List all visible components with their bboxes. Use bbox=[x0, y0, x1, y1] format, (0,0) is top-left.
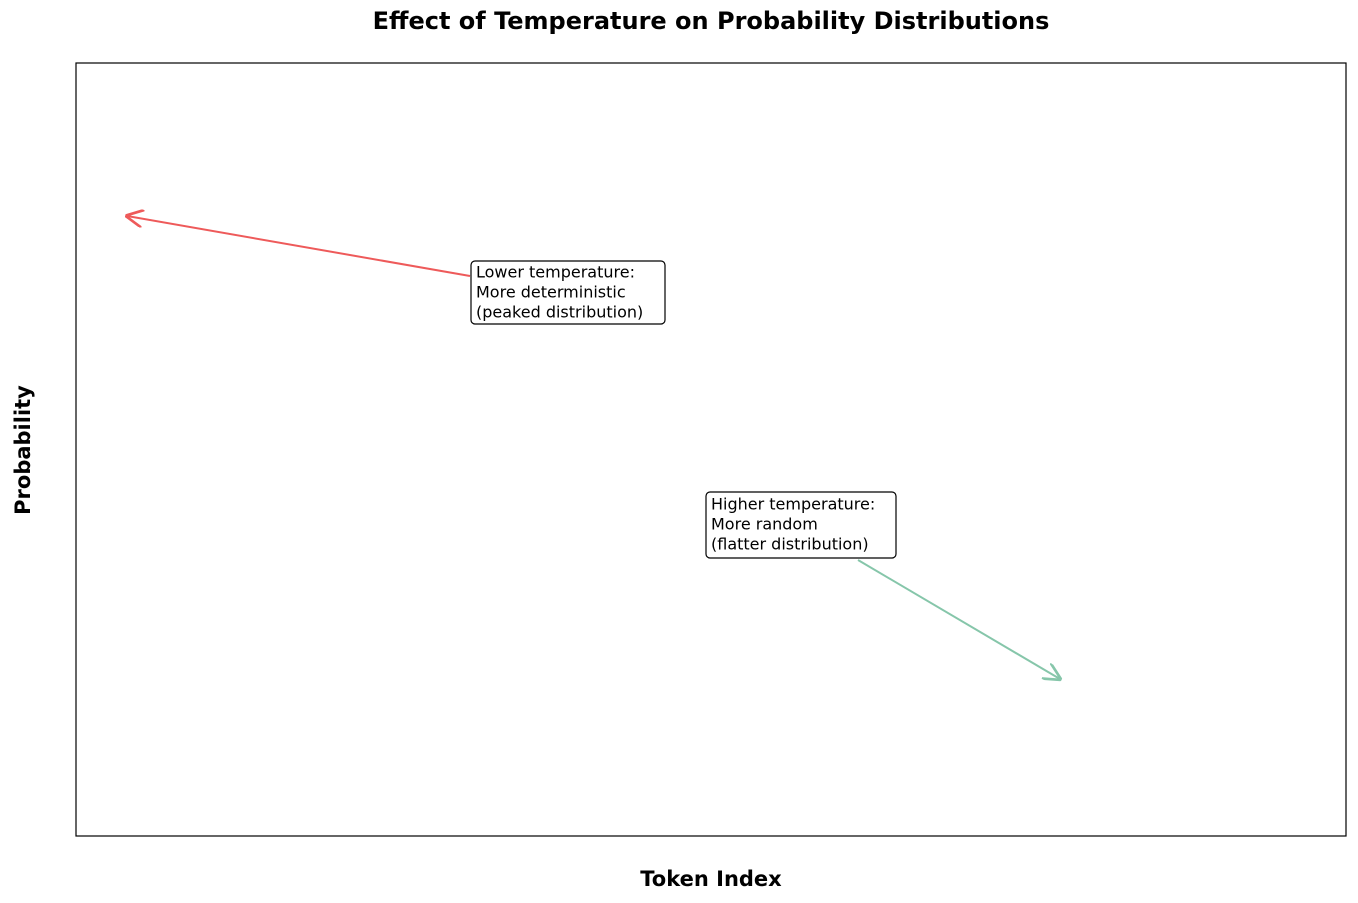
annotation-text: More random bbox=[711, 515, 818, 534]
plot-frame bbox=[75, 62, 1347, 837]
annotation-box bbox=[470, 260, 666, 325]
annotation-text: (peaked distribution) bbox=[476, 303, 643, 322]
annotation: Lower temperature: More deterministic (p… bbox=[127, 216, 666, 325]
annotation-arrow bbox=[127, 216, 471, 277]
annotation-arrow bbox=[857, 559, 1060, 679]
annotation-text: Higher temperature: bbox=[711, 495, 875, 514]
y-axis-label: Probability bbox=[11, 385, 35, 515]
annotation-text: Lower temperature: bbox=[476, 263, 635, 282]
annotation-box bbox=[705, 491, 897, 559]
annotation: Higher temperature: More random (flatter… bbox=[705, 491, 1060, 679]
x-axis-label: Token Index bbox=[640, 867, 782, 891]
annotation-text: (flatter distribution) bbox=[711, 535, 869, 554]
chart-title: Effect of Temperature on Probability Dis… bbox=[373, 7, 1050, 35]
annotation-text: More deterministic bbox=[476, 283, 626, 302]
